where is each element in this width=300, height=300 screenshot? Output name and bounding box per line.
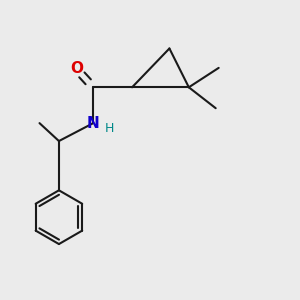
Text: N: N	[87, 116, 100, 130]
Text: O: O	[70, 61, 83, 76]
Text: H: H	[105, 122, 114, 135]
